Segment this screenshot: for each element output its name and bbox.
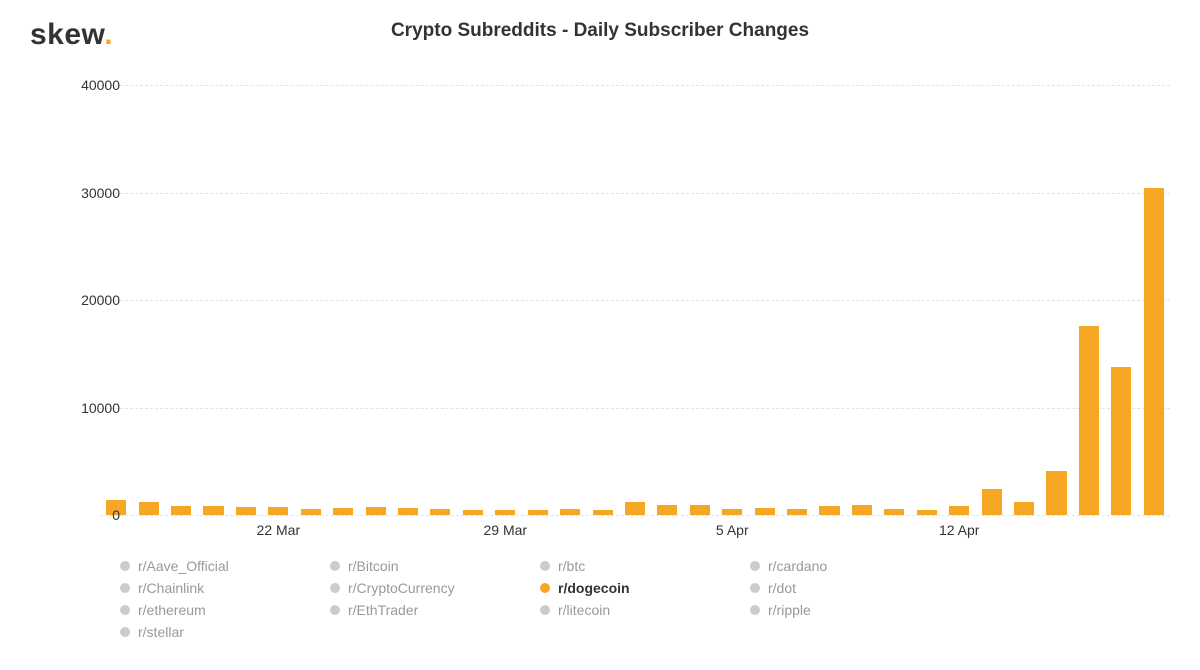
- grid-line: [100, 193, 1170, 194]
- legend-label: r/CryptoCurrency: [348, 580, 455, 596]
- bar: [268, 507, 288, 515]
- legend-item[interactable]: r/cardano: [750, 555, 960, 577]
- y-axis-label: 40000: [40, 77, 120, 93]
- bar: [819, 506, 839, 515]
- legend-item[interactable]: r/Chainlink: [120, 577, 330, 599]
- bar: [495, 510, 515, 515]
- legend-item[interactable]: r/litecoin: [540, 599, 750, 621]
- legend-item[interactable]: r/ethereum: [120, 599, 330, 621]
- bar: [593, 510, 613, 515]
- bar: [203, 506, 223, 515]
- bar: [884, 509, 904, 515]
- legend-dot-icon: [120, 583, 130, 593]
- grid-line: [100, 85, 1170, 86]
- y-axis-label: 0: [40, 507, 120, 523]
- legend-item[interactable]: r/ripple: [750, 599, 960, 621]
- bar: [917, 510, 937, 515]
- bar: [657, 505, 677, 515]
- bar: [787, 509, 807, 515]
- legend-item[interactable]: r/EthTrader: [330, 599, 540, 621]
- y-axis-label: 10000: [40, 400, 120, 416]
- legend-dot-icon: [750, 605, 760, 615]
- chart-title: Crypto Subreddits - Daily Subscriber Cha…: [0, 20, 1200, 42]
- bar: [1046, 471, 1066, 515]
- legend-label: r/ripple: [768, 602, 811, 618]
- legend-dot-icon: [330, 583, 340, 593]
- bar: [528, 510, 548, 515]
- legend: r/Aave_Official r/Bitcoin r/btc r/cardano r/…: [120, 555, 1120, 643]
- legend-dot-icon: [330, 561, 340, 571]
- legend-item[interactable]: r/dot: [750, 577, 960, 599]
- bar-chart: [100, 85, 1170, 515]
- grid-line: [100, 408, 1170, 409]
- x-axis-label: 22 Mar: [257, 522, 301, 538]
- legend-label: r/btc: [558, 558, 585, 574]
- bar: [625, 502, 645, 515]
- grid-line: [100, 300, 1170, 301]
- legend-item[interactable]: r/btc: [540, 555, 750, 577]
- x-axis-label: 29 Mar: [484, 522, 528, 538]
- bar: [1079, 326, 1099, 515]
- bar: [171, 506, 191, 515]
- legend-item[interactable]: r/CryptoCurrency: [330, 577, 540, 599]
- legend-label: r/Bitcoin: [348, 558, 399, 574]
- legend-dot-icon: [540, 605, 550, 615]
- bar: [690, 505, 710, 515]
- bar: [852, 505, 872, 515]
- bar: [366, 507, 386, 515]
- legend-label: r/Aave_Official: [138, 558, 229, 574]
- legend-dot-icon: [330, 605, 340, 615]
- bar: [139, 502, 159, 515]
- bar: [1111, 367, 1131, 515]
- legend-label: r/cardano: [768, 558, 827, 574]
- bar: [722, 509, 742, 515]
- legend-label: r/EthTrader: [348, 602, 418, 618]
- legend-label: r/litecoin: [558, 602, 610, 618]
- legend-dot-icon: [750, 561, 760, 571]
- x-axis-label: 12 Apr: [939, 522, 979, 538]
- legend-label: r/stellar: [138, 624, 184, 640]
- legend-dot-icon: [120, 627, 130, 637]
- bar: [982, 489, 1002, 515]
- bar: [398, 508, 418, 515]
- legend-label: r/dot: [768, 580, 796, 596]
- y-axis-label: 20000: [40, 292, 120, 308]
- bar: [1144, 188, 1164, 515]
- legend-item[interactable]: r/Aave_Official: [120, 555, 330, 577]
- legend-item[interactable]: r/stellar: [120, 621, 330, 643]
- legend-dot-icon: [120, 561, 130, 571]
- legend-item[interactable]: r/Bitcoin: [330, 555, 540, 577]
- legend-item[interactable]: r/dogecoin: [540, 577, 750, 599]
- bar: [301, 509, 321, 515]
- bar: [463, 510, 483, 515]
- bar: [560, 509, 580, 515]
- bar: [236, 507, 256, 515]
- legend-dot-icon: [750, 583, 760, 593]
- legend-label: r/dogecoin: [558, 580, 630, 596]
- legend-label: r/ethereum: [138, 602, 206, 618]
- y-axis-label: 30000: [40, 185, 120, 201]
- legend-dot-icon: [540, 583, 550, 593]
- bar: [755, 508, 775, 515]
- bar: [333, 508, 353, 515]
- bar: [1014, 502, 1034, 515]
- bar: [949, 506, 969, 515]
- legend-dot-icon: [120, 605, 130, 615]
- legend-label: r/Chainlink: [138, 580, 204, 596]
- legend-dot-icon: [540, 561, 550, 571]
- bar: [430, 509, 450, 515]
- x-axis-label: 5 Apr: [716, 522, 749, 538]
- grid-line: [100, 515, 1170, 516]
